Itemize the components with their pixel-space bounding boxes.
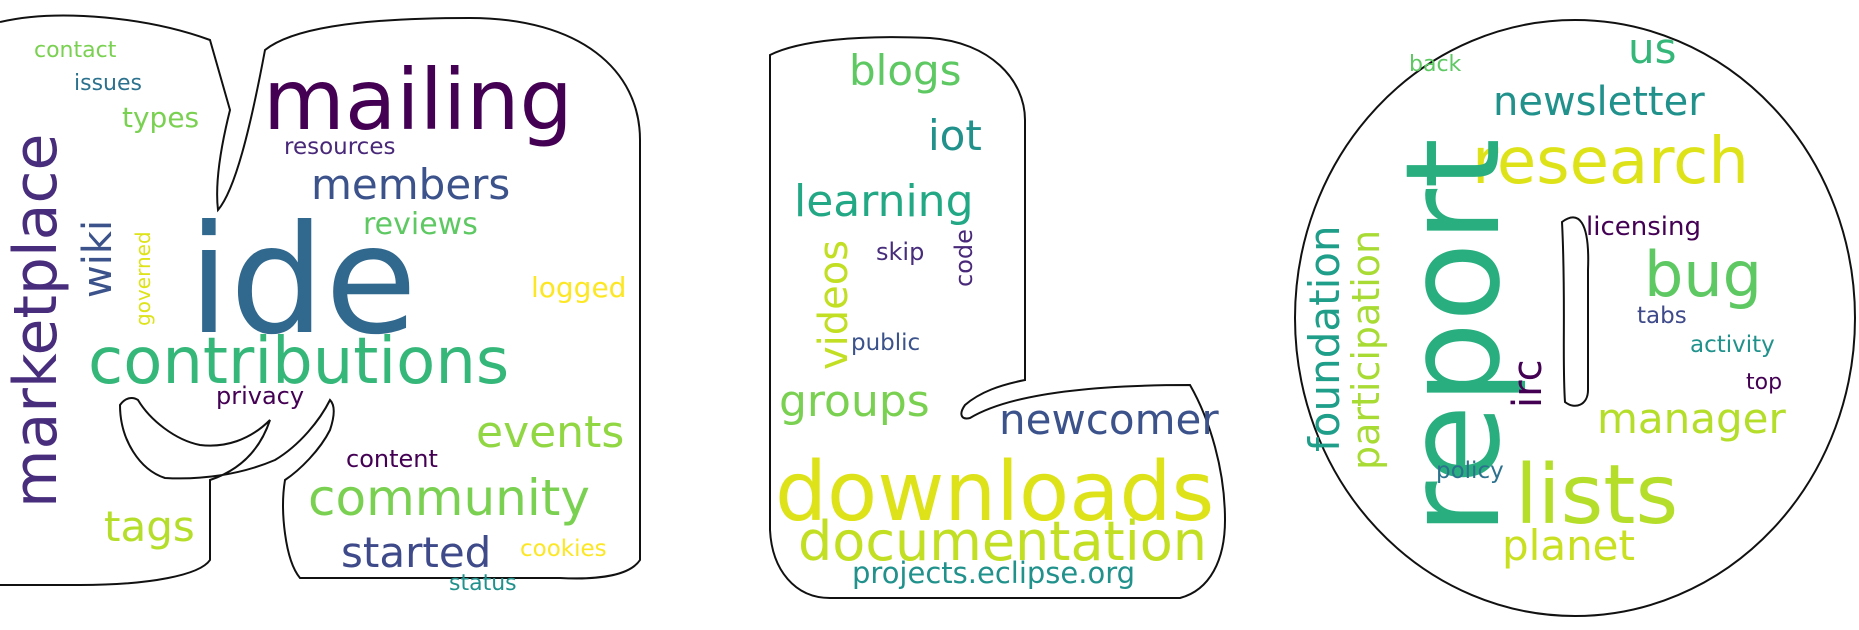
word-us: us xyxy=(1628,24,1677,73)
word-contact: contact xyxy=(34,38,117,63)
word-tags: tags xyxy=(104,502,195,551)
word-community: community xyxy=(308,469,590,527)
word-policy: policy xyxy=(1436,458,1504,484)
word-planet: planet xyxy=(1502,521,1635,570)
word-mailing: mailing xyxy=(263,51,573,149)
word-issues: issues xyxy=(74,71,142,96)
word-foundation: foundation xyxy=(1300,225,1349,452)
word-ide: ide xyxy=(188,194,418,368)
word-resources: resources xyxy=(284,134,396,160)
word-blogs: blogs xyxy=(849,46,962,95)
word-downloads: downloads xyxy=(775,445,1215,540)
word-documentation: documentation xyxy=(798,510,1207,573)
word-public: public xyxy=(851,330,921,356)
letter-o-inner-outline xyxy=(1560,216,1590,407)
word-newcomer: newcomer xyxy=(999,395,1219,444)
word-tabs: tabs xyxy=(1637,303,1687,329)
word-lists: lists xyxy=(1515,448,1679,543)
word-marketplace: marketplace xyxy=(1,133,71,508)
word-back: back xyxy=(1409,52,1462,77)
letter-l-outline xyxy=(769,36,1227,599)
word-videos: videos xyxy=(811,239,857,370)
word-contributions: contributions xyxy=(88,325,510,399)
letter-m-outline xyxy=(0,14,641,586)
word-code: code xyxy=(950,229,978,287)
word-wiki: wiki xyxy=(75,219,121,298)
word-research: research xyxy=(1472,125,1749,199)
word-governed: governed xyxy=(131,231,155,326)
word-bug: bug xyxy=(1644,238,1763,311)
word-content: content xyxy=(346,445,438,473)
letter-o-outline xyxy=(1294,19,1856,617)
word-learning: learning xyxy=(794,176,974,227)
word-newsletter: newsletter xyxy=(1493,79,1705,125)
word-licensing: licensing xyxy=(1586,212,1701,242)
word-projects-eclipse-org: projects.eclipse.org xyxy=(852,556,1136,590)
word-privacy: privacy xyxy=(216,382,305,410)
word-status: status xyxy=(449,571,517,596)
word-activity: activity xyxy=(1690,332,1775,358)
word-manager: manager xyxy=(1597,394,1786,443)
word-participation: participation xyxy=(1344,229,1388,470)
word-skip: skip xyxy=(876,238,925,266)
word-logged: logged xyxy=(531,271,627,304)
word-types: types xyxy=(122,101,200,134)
word-started: started xyxy=(341,528,492,577)
word-cookies: cookies xyxy=(520,536,607,562)
word-members: members xyxy=(311,160,511,209)
word-events: events xyxy=(476,407,625,458)
word-top: top xyxy=(1746,370,1783,395)
word-iot: iot xyxy=(928,111,982,160)
word-irc: irc xyxy=(1505,359,1551,408)
word-reviews: reviews xyxy=(363,207,478,242)
word-groups: groups xyxy=(779,376,930,427)
